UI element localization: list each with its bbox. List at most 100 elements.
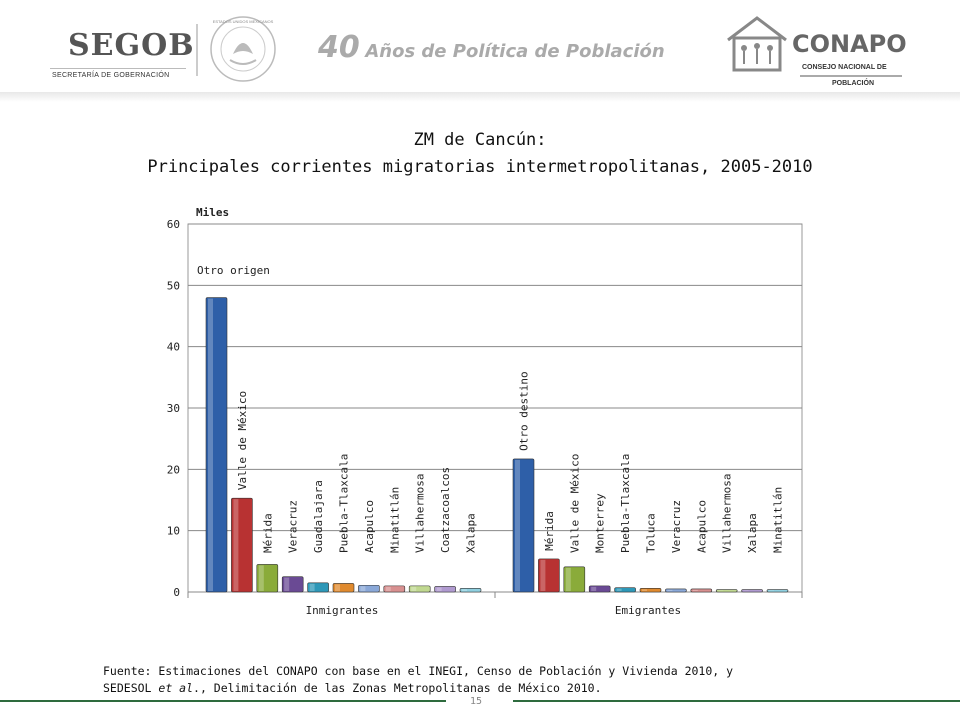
- migration-bar-chart: 0 10 20 30 40 50 60 Miles Otro origen Valle de Mé…: [167, 206, 803, 617]
- bar: [665, 588, 687, 593]
- bar-label: Valle de México: [236, 391, 249, 490]
- bar-highlight: [692, 589, 698, 591]
- bar: [690, 588, 713, 593]
- bar-label: Acapulco: [695, 500, 708, 553]
- y-tick-label: 10: [167, 525, 180, 538]
- mexico-seal-icon: ESTADOS UNIDOS MEXICANOS: [210, 16, 276, 82]
- header-divider: [196, 24, 198, 76]
- conapo-subtitle-2: POBLACIÓN: [832, 80, 874, 87]
- bar-label: Mérida: [543, 511, 556, 551]
- bar-label: Toluca: [645, 513, 658, 553]
- bar-label: Minatitlán: [772, 487, 785, 553]
- segob-underline: [50, 68, 186, 69]
- bar-highlight: [309, 583, 315, 591]
- bar-label: Guadalajara: [312, 480, 325, 553]
- bar: [741, 589, 763, 593]
- bar: [205, 297, 228, 593]
- bar-highlight: [540, 559, 546, 591]
- bar-highlight: [233, 499, 239, 591]
- bar-highlight: [436, 587, 442, 591]
- y-tick-label: 20: [167, 463, 180, 476]
- page-number: 15: [470, 696, 483, 707]
- bar: [256, 564, 279, 593]
- bar: [281, 576, 304, 593]
- anniversary-number: 40: [318, 30, 360, 65]
- bar-label: Minatitlán: [388, 487, 401, 553]
- bar-label: Valle de México: [568, 454, 581, 553]
- bar: [538, 558, 560, 593]
- bar-label: Villahermosa: [414, 474, 427, 553]
- bar-label: Otro destino: [518, 371, 531, 450]
- bar: [383, 585, 406, 593]
- bar-highlight: [335, 584, 340, 591]
- bar-label: Monterrey: [594, 493, 607, 553]
- bar: [332, 583, 355, 593]
- bar-label: Puebla-Tlaxcala: [619, 454, 632, 553]
- bar-highlight: [743, 590, 749, 592]
- bar-highlight: [642, 589, 647, 591]
- bar-highlight: [462, 589, 467, 591]
- bar-label: Mérida: [261, 513, 274, 553]
- bar-label: Xalapa: [746, 513, 759, 553]
- chart-title-line1: ZM de Cancún:: [413, 130, 547, 150]
- bar-label: Veracruz: [670, 500, 683, 553]
- bar: [563, 566, 586, 593]
- y-tick-label: 40: [167, 341, 180, 354]
- source-line-2-pre: SEDESOL: [103, 681, 159, 695]
- segob-subtitle: SECRETARÍA DE GOBERNACIÓN: [52, 72, 170, 79]
- bar-label: Xalapa: [465, 513, 478, 553]
- bar: [307, 582, 329, 593]
- bar: [588, 585, 611, 593]
- bar-label: Coatzacoalcos: [439, 467, 452, 553]
- source-line-2-post: ., Delimitación de las Zonas Metropolita…: [193, 681, 602, 695]
- bar: [766, 589, 789, 593]
- bar-label: Veracruz: [287, 500, 300, 553]
- bar-highlight: [616, 588, 622, 591]
- anniversary-text: Años de Política de Población: [365, 41, 665, 62]
- bar: [512, 458, 535, 593]
- bar: [408, 585, 431, 593]
- bar: [715, 589, 738, 593]
- bar: [231, 497, 253, 593]
- bar-highlight: [284, 577, 290, 591]
- y-tick-label: 30: [167, 402, 180, 415]
- bar: [614, 587, 636, 593]
- seal-text: ESTADOS UNIDOS MEXICANOS: [213, 19, 274, 24]
- bar-highlight: [208, 298, 213, 591]
- bar-highlight: [718, 590, 724, 592]
- chart-title-line2: Principales corrientes migratorias inter…: [147, 157, 813, 177]
- header-band: [0, 92, 960, 102]
- bar-label: Otro origen: [197, 264, 270, 277]
- conapo-rule: [800, 75, 902, 77]
- bar-highlight: [515, 459, 520, 591]
- source-line-2-italic: et al: [158, 681, 194, 695]
- bar: [639, 588, 662, 593]
- bar-label: Puebla-Tlaxcala: [338, 454, 351, 553]
- y-axis-label: Miles: [196, 206, 229, 219]
- segob-logo: SEGOB SECRETARÍA DE GOBERNACIÓN: [50, 22, 194, 82]
- bar: [358, 584, 380, 593]
- bar-label: Acapulco: [363, 500, 376, 553]
- y-tick-label: 60: [167, 218, 180, 231]
- y-tick-label: 50: [167, 279, 180, 292]
- group-label: Emigrantes: [615, 604, 681, 617]
- conapo-subtitle-1: CONSEJO NACIONAL DE: [802, 64, 887, 71]
- bar-highlight: [667, 589, 673, 591]
- bar-highlight: [411, 586, 417, 591]
- footer-rule-left: [0, 700, 446, 702]
- bar-highlight: [360, 586, 366, 591]
- segob-title: SEGOB: [68, 28, 195, 63]
- header: SEGOB SECRETARÍA DE GOBERNACIÓN ESTADOS …: [0, 0, 960, 102]
- bar-highlight: [591, 586, 597, 591]
- source-line-2: SEDESOL et al., Delimitación de las Zona…: [103, 680, 733, 697]
- anniversary-title: 40 Años de Política de Población: [318, 30, 665, 65]
- group-label: Inmigrantes: [306, 604, 379, 617]
- footer-rule-right: [513, 700, 960, 702]
- conapo-name: CONAPO: [792, 30, 907, 58]
- bar-highlight: [258, 565, 264, 591]
- source-note: Fuente: Estimaciones del CONAPO con base…: [103, 663, 733, 697]
- bar-highlight: [769, 590, 774, 592]
- bar-highlight: [385, 586, 391, 591]
- bar-highlight: [565, 567, 571, 591]
- conapo-house-icon: [727, 16, 787, 72]
